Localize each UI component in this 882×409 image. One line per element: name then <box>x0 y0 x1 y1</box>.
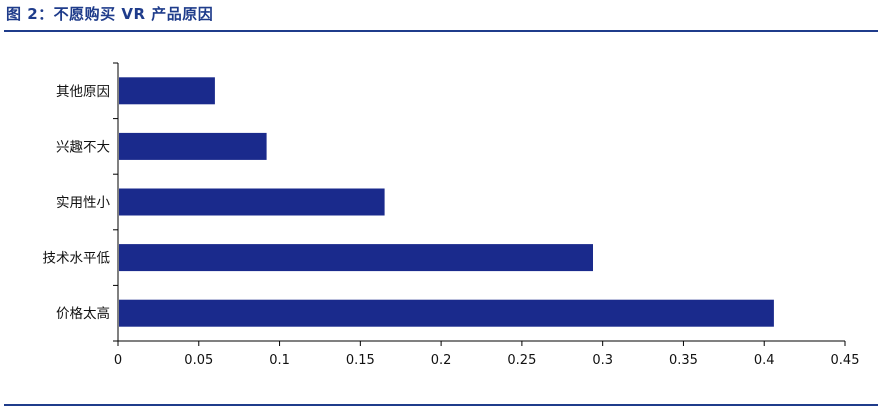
bar-5 <box>119 299 774 327</box>
x-tick-label-8: 0.4 <box>754 353 775 368</box>
x-tick-label-7: 0.35 <box>669 353 698 368</box>
category-label-1: 其他原因 <box>56 84 110 100</box>
x-tick-label-4: 0.2 <box>431 353 452 368</box>
bar-1 <box>119 77 215 105</box>
category-label-4: 技术水平低 <box>43 251 111 267</box>
bottom-rule <box>4 404 878 406</box>
x-tick-label-0: 0 <box>114 353 122 368</box>
bar-3 <box>119 188 385 216</box>
x-tick-label-5: 0.25 <box>507 353 536 368</box>
top-rule <box>4 30 878 32</box>
category-label-2: 兴趣不大 <box>56 139 110 155</box>
bar-2 <box>119 132 267 160</box>
x-tick-label-1: 0.05 <box>184 353 213 368</box>
figure-title: 图 2：不愿购买 VR 产品原因 <box>6 5 214 23</box>
x-tick-label-6: 0.3 <box>592 353 613 368</box>
x-tick-label-3: 0.15 <box>346 353 375 368</box>
x-tick-label-9: 0.45 <box>831 353 860 368</box>
x-tick-label-2: 0.1 <box>269 353 290 368</box>
category-label-5: 价格太高 <box>56 305 110 322</box>
bar-4 <box>119 244 593 272</box>
category-label-3: 实用性小 <box>56 195 110 211</box>
